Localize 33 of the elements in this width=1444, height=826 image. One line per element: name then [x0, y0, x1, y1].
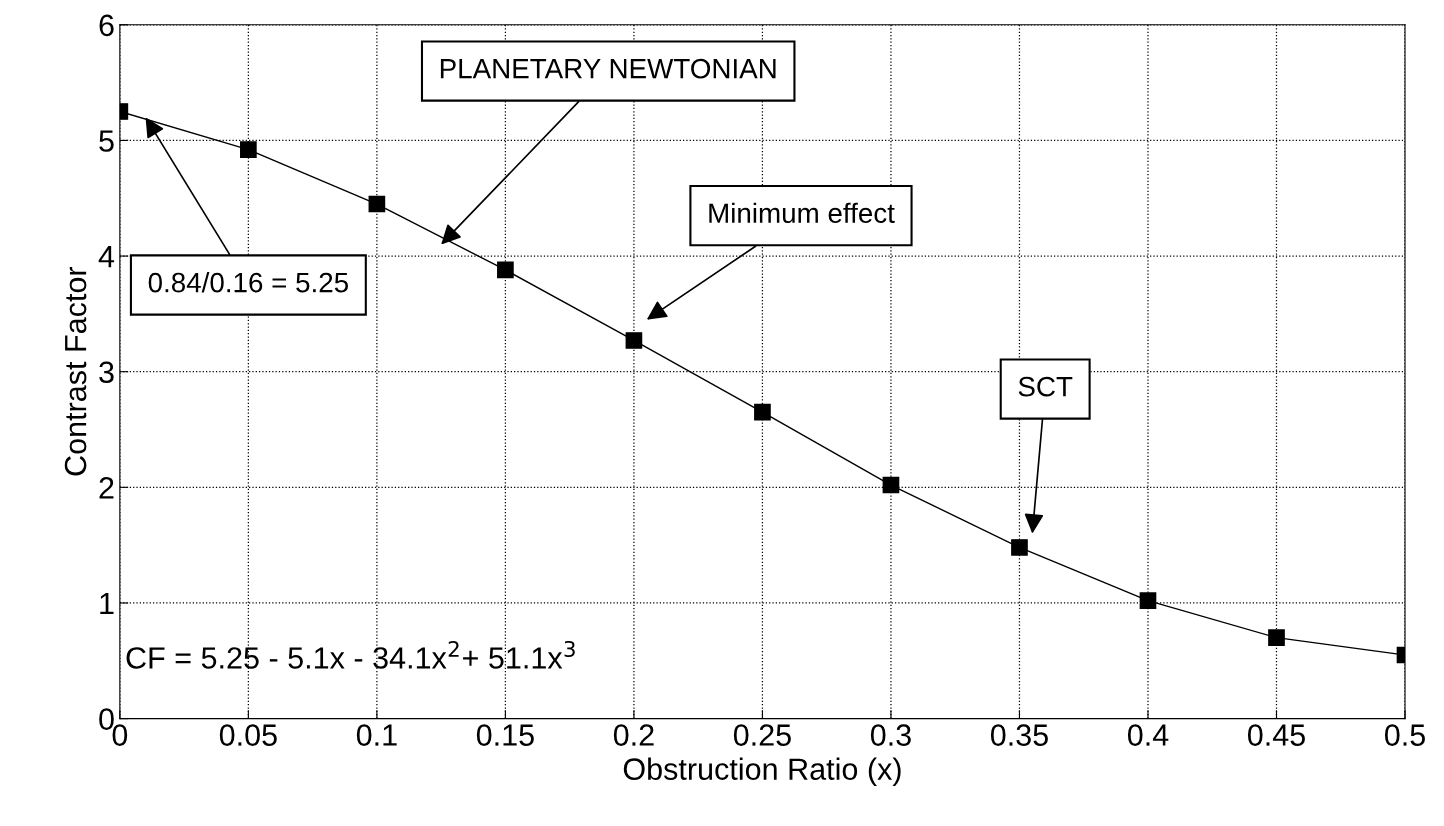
annotation: 0.84/0.16 = 5.25	[148, 272, 348, 293]
y-tick-label: 5	[99, 130, 114, 152]
annotation: PLANETARY NEWTONIAN	[440, 58, 776, 79]
x-tick-label: 0.1	[356, 724, 397, 746]
y-tick-label: 6	[99, 14, 114, 37]
x-tick-label: 0.15	[476, 724, 534, 746]
point	[1139, 592, 1157, 610]
point	[368, 195, 386, 213]
y-tick-label: 2	[99, 477, 114, 499]
annotation: Minimum effect	[709, 202, 895, 224]
x-tick-label: 0.45	[1247, 724, 1305, 746]
x-tick-label: 0.4	[1127, 724, 1169, 746]
x-tick-label: 0.2	[613, 724, 654, 746]
y-tick-label: 4	[98, 246, 115, 268]
x-tick-label: 0.5	[1384, 724, 1425, 746]
point	[1268, 629, 1285, 647]
annotation: SCT	[1018, 376, 1073, 397]
x-tick-label: 0.05	[219, 724, 277, 746]
point	[754, 403, 771, 421]
x-axis-title: Obstruction Ratio (x)	[623, 757, 901, 786]
point	[497, 261, 514, 279]
point	[1011, 539, 1028, 556]
point	[240, 141, 257, 159]
y-axis-title: Contrast Factor	[64, 266, 87, 476]
y-tick-label: 1	[100, 593, 114, 615]
x-tick-label: 0.35	[990, 724, 1048, 746]
x-tick-label: 0.25	[733, 724, 791, 746]
point	[882, 476, 900, 494]
y-tick-label: 3	[99, 361, 114, 384]
point	[625, 332, 643, 349]
x-tick-label: 0.3	[870, 724, 911, 746]
y-tick-label: 0	[99, 708, 114, 730]
annotation: CF = 5.25 - 5.1x - 34.1x$^{2}$+ 51.1x$^{3}$	[126, 640, 575, 669]
